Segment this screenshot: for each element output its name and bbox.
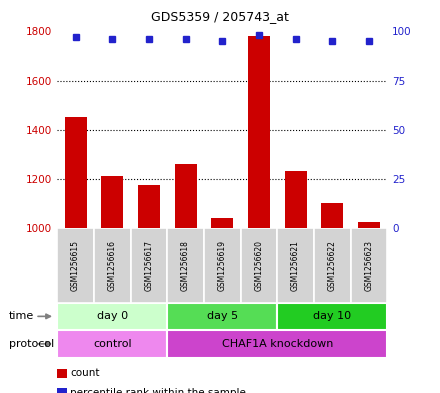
Text: GSM1256620: GSM1256620 xyxy=(254,240,264,291)
Text: GSM1256623: GSM1256623 xyxy=(364,240,374,291)
Bar xyxy=(351,228,387,303)
Bar xyxy=(167,228,204,303)
Text: count: count xyxy=(70,368,100,378)
Bar xyxy=(321,204,343,228)
Bar xyxy=(94,228,131,303)
Text: percentile rank within the sample: percentile rank within the sample xyxy=(70,388,246,393)
Text: control: control xyxy=(93,339,132,349)
Text: GSM1256621: GSM1256621 xyxy=(291,240,300,291)
Bar xyxy=(131,228,167,303)
Bar xyxy=(358,222,380,228)
Bar xyxy=(57,228,94,303)
Text: GSM1256619: GSM1256619 xyxy=(218,240,227,291)
Bar xyxy=(65,118,87,228)
Text: CHAF1A knockdown: CHAF1A knockdown xyxy=(221,339,333,349)
Bar xyxy=(167,330,387,358)
Bar xyxy=(285,171,307,228)
Bar xyxy=(277,228,314,303)
Text: GSM1256618: GSM1256618 xyxy=(181,240,190,291)
Bar xyxy=(241,228,277,303)
Bar xyxy=(204,228,241,303)
Text: day 5: day 5 xyxy=(207,311,238,321)
Text: day 0: day 0 xyxy=(97,311,128,321)
Bar xyxy=(138,185,160,228)
Text: GSM1256622: GSM1256622 xyxy=(328,240,337,291)
Text: protocol: protocol xyxy=(9,339,54,349)
Text: day 10: day 10 xyxy=(313,311,351,321)
Bar xyxy=(248,37,270,228)
Bar xyxy=(167,303,277,330)
Text: GDS5359 / 205743_at: GDS5359 / 205743_at xyxy=(151,10,289,23)
Bar xyxy=(314,228,351,303)
Text: GSM1256615: GSM1256615 xyxy=(71,240,80,291)
Text: GSM1256617: GSM1256617 xyxy=(144,240,154,291)
Bar xyxy=(175,164,197,228)
Bar xyxy=(101,176,123,228)
Bar xyxy=(57,330,167,358)
Bar xyxy=(211,218,233,228)
Text: time: time xyxy=(9,311,34,321)
Bar xyxy=(277,303,387,330)
Text: GSM1256616: GSM1256616 xyxy=(108,240,117,291)
Bar xyxy=(57,303,167,330)
